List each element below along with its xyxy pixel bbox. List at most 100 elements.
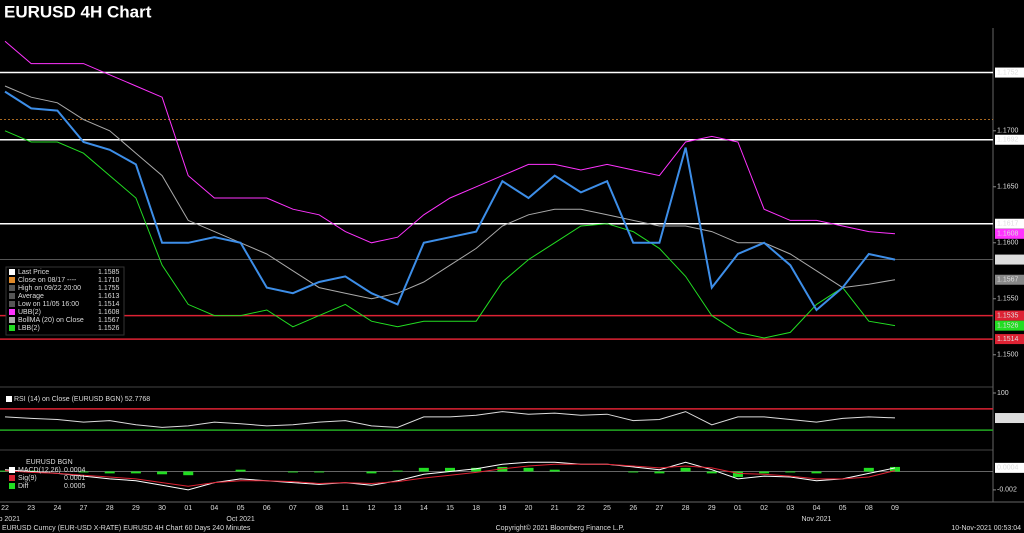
x-tick-label: 08 [315,505,323,512]
price-tag [995,462,1024,473]
x-tick-label: 04 [211,505,219,512]
x-tick-label: 29 [708,505,716,512]
bar [863,467,874,472]
legend-value: 1.1514 [98,301,120,308]
price-tag [995,274,1024,285]
price-tag-label: 1.1585 [997,256,1019,263]
x-tick-label: 09 [891,505,899,512]
legend-value: 0.0004 [64,467,86,474]
price-tag [995,67,1024,78]
legend-swatch [9,277,15,283]
x-tick-label: 28 [106,505,114,512]
bar [549,469,560,472]
legend-name: High on 09/22 20:00 [18,285,81,292]
x-tick-label: 05 [237,505,245,512]
bar [287,471,298,473]
x-tick-label: 20 [525,505,533,512]
legend-name: LBB(2) [18,325,40,332]
x-tick-label: 14 [420,505,428,512]
series-line [4,461,896,491]
bar [392,470,403,472]
month-label: Oct 2021 [226,516,255,523]
legend-value: 1.1608 [98,309,120,316]
price-tag-label: 1.1692 [997,137,1019,144]
bar [418,467,429,472]
x-tick-label: 07 [289,505,297,512]
legend-name: Close on 08/17 ---- [18,277,77,284]
bar [680,467,691,472]
series-line [4,85,896,300]
legend-name: MACD(12,26) [18,467,61,474]
price-tag-label: 1.1608 [997,231,1019,238]
x-tick-label: 27 [80,505,88,512]
x-tick-label: 30 [158,505,166,512]
x-tick-label: 21 [551,505,559,512]
panel-title: EURUSD BGN [26,459,73,466]
legend-swatch [9,325,15,331]
month-label: Nov 2021 [801,516,831,523]
legend-value: 1.1710 [98,277,120,284]
series-line [4,463,896,487]
legend-value: 1.1613 [98,293,120,300]
panel-title: RSI (14) on Close (EURUSD BGN) 52.7768 [14,396,150,403]
bar [471,467,482,472]
x-tick-label: 19 [498,505,506,512]
price-tag [995,134,1024,145]
y-tick-label: -0.002 [997,487,1017,494]
legend-name: Diff [18,483,28,490]
price-tag-label: 52.7768 [997,415,1022,422]
x-tick-label: 28 [682,505,690,512]
price-tag [995,228,1024,239]
legend-name: BollMA (20) on Close [18,317,84,324]
price-tag-label: 1.1752 [997,69,1019,76]
price-tag-label: 1.1535 [997,312,1019,319]
footer-right: 10-Nov-2021 00:53:04 [951,525,1021,532]
bar [890,466,900,472]
bar [732,471,743,478]
bar [235,469,246,472]
bar [785,471,796,473]
y-tick-label: 1.1650 [997,184,1019,191]
legend-value: 0.0005 [64,483,86,490]
x-tick-label: 02 [760,505,768,512]
price-tag [995,310,1024,321]
bar [366,471,377,474]
x-tick-label: 01 [184,505,192,512]
x-tick-label: 22 [577,505,585,512]
y-tick-label: 1.1600 [997,240,1019,247]
series-line [4,130,896,339]
legend-value: 1.1755 [98,285,120,292]
series-line [4,90,896,312]
price-tag-label: 0.0004 [997,465,1019,472]
bar [445,467,455,472]
x-tick-label: 15 [446,505,454,512]
x-tick-label: 25 [603,505,611,512]
legend-name: Average [18,293,44,300]
y-tick-label: 1.1500 [997,352,1019,359]
x-tick-label: 26 [629,505,637,512]
legend-swatch [9,317,15,323]
x-tick-label: 22 [1,505,9,512]
legend-swatch [6,396,12,402]
legend-swatch [9,309,15,315]
legend-value: 1.1567 [98,317,120,324]
legend-name: Low on 11/05 16:00 [18,301,79,308]
price-tag [995,254,1024,265]
chart-title: EURUSD 4H Chart [4,2,152,21]
x-tick-label: 18 [472,505,480,512]
x-tick-label: 24 [53,505,61,512]
x-tick-label: 13 [394,505,402,512]
x-tick-label: 27 [656,505,664,512]
legend-swatch [9,467,15,473]
bar [759,471,770,474]
price-tag [995,334,1024,345]
bar [104,471,115,474]
legend-value: 0.0001 [64,475,86,482]
price-tag [995,413,1024,424]
price-tag [995,218,1024,229]
x-tick-label: 11 [342,505,349,512]
x-tick-label: 01 [734,505,742,512]
